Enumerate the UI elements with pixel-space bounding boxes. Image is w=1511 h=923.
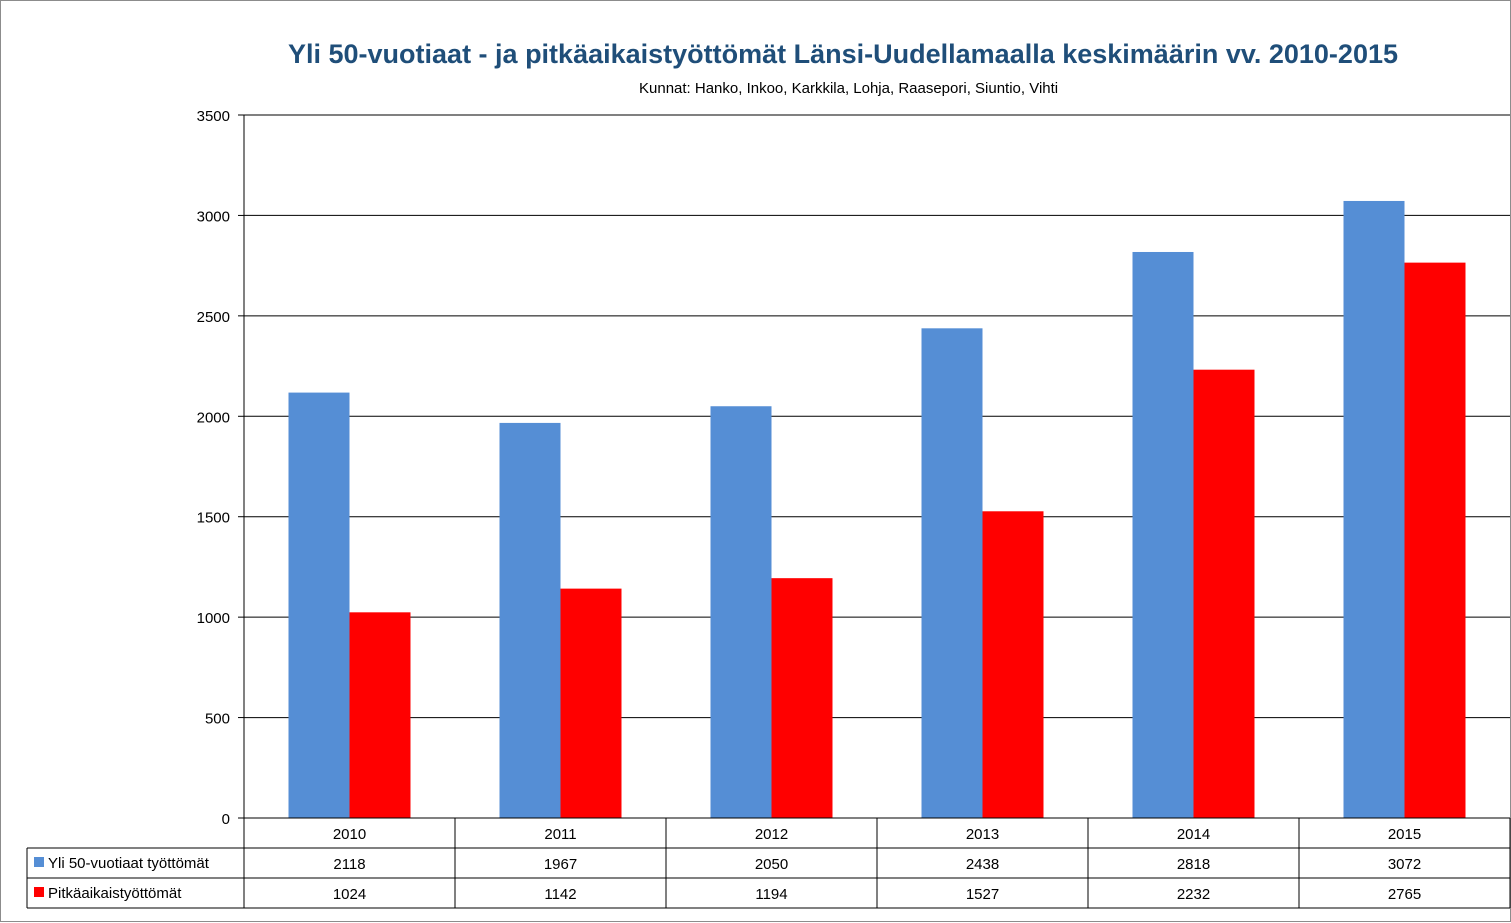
- table-value-series2-2011: 1142: [544, 886, 576, 903]
- category-label-2011: 2011: [544, 826, 576, 843]
- bar-series1-2012: [710, 406, 772, 818]
- bar-series2-2014: [1193, 369, 1255, 818]
- y-tick-label-6: 3000: [197, 208, 230, 225]
- bar-series1-2014: [1132, 251, 1194, 819]
- table-value-series1-2013: 2438: [966, 856, 999, 873]
- bar-series2-2015: [1404, 262, 1466, 818]
- category-label-2013: 2013: [966, 826, 999, 843]
- bar-series1-2013: [921, 328, 983, 818]
- table-value-series2-2014: 2232: [1177, 886, 1210, 903]
- category-label-2015: 2015: [1388, 826, 1421, 843]
- y-tick-label-4: 2000: [197, 409, 230, 426]
- bar-series2-2010: [349, 612, 411, 818]
- legend-key-series2: [34, 887, 44, 897]
- category-label-2010: 2010: [333, 826, 366, 843]
- legend-key-series1: [34, 857, 44, 867]
- bar-series1-2011: [499, 422, 561, 818]
- y-tick-label-2: 1000: [197, 610, 230, 627]
- bar-series2-2012: [771, 578, 833, 818]
- y-tick-label-7: 3500: [197, 108, 230, 125]
- table-value-series1-2012: 2050: [755, 856, 788, 873]
- category-label-2014: 2014: [1177, 826, 1210, 843]
- legend-label-series2: Pitkäaikaistyöttömät: [48, 885, 182, 902]
- legend-label-series1: Yli 50-vuotiaat työttömät: [48, 855, 210, 872]
- chart-title: Yli 50-vuotiaat - ja pitkäaikaistyöttömä…: [288, 39, 1398, 69]
- y-tick-label-1: 500: [205, 711, 230, 728]
- table-value-series2-2015: 2765: [1388, 886, 1421, 903]
- chart-subtitle: Kunnat: Hanko, Inkoo, Karkkila, Lohja, R…: [639, 80, 1059, 97]
- table-value-series2-2013: 1527: [966, 886, 999, 903]
- bar-series2-2011: [560, 588, 622, 818]
- bar-series1-2010: [288, 392, 350, 818]
- y-tick-label-0: 0: [222, 811, 230, 828]
- table-value-series1-2010: 2118: [333, 856, 365, 873]
- table-value-series1-2011: 1967: [544, 856, 577, 873]
- bar-series1-2015: [1343, 200, 1405, 818]
- y-tick-label-5: 2500: [197, 309, 230, 326]
- table-value-series2-2012: 1194: [755, 886, 787, 903]
- bar-series2-2013: [982, 511, 1044, 818]
- category-label-2012: 2012: [755, 826, 788, 843]
- table-value-series2-2010: 1024: [333, 886, 366, 903]
- table-value-series1-2014: 2818: [1177, 856, 1210, 873]
- y-tick-label-3: 1500: [197, 510, 230, 527]
- table-value-series1-2015: 3072: [1388, 856, 1421, 873]
